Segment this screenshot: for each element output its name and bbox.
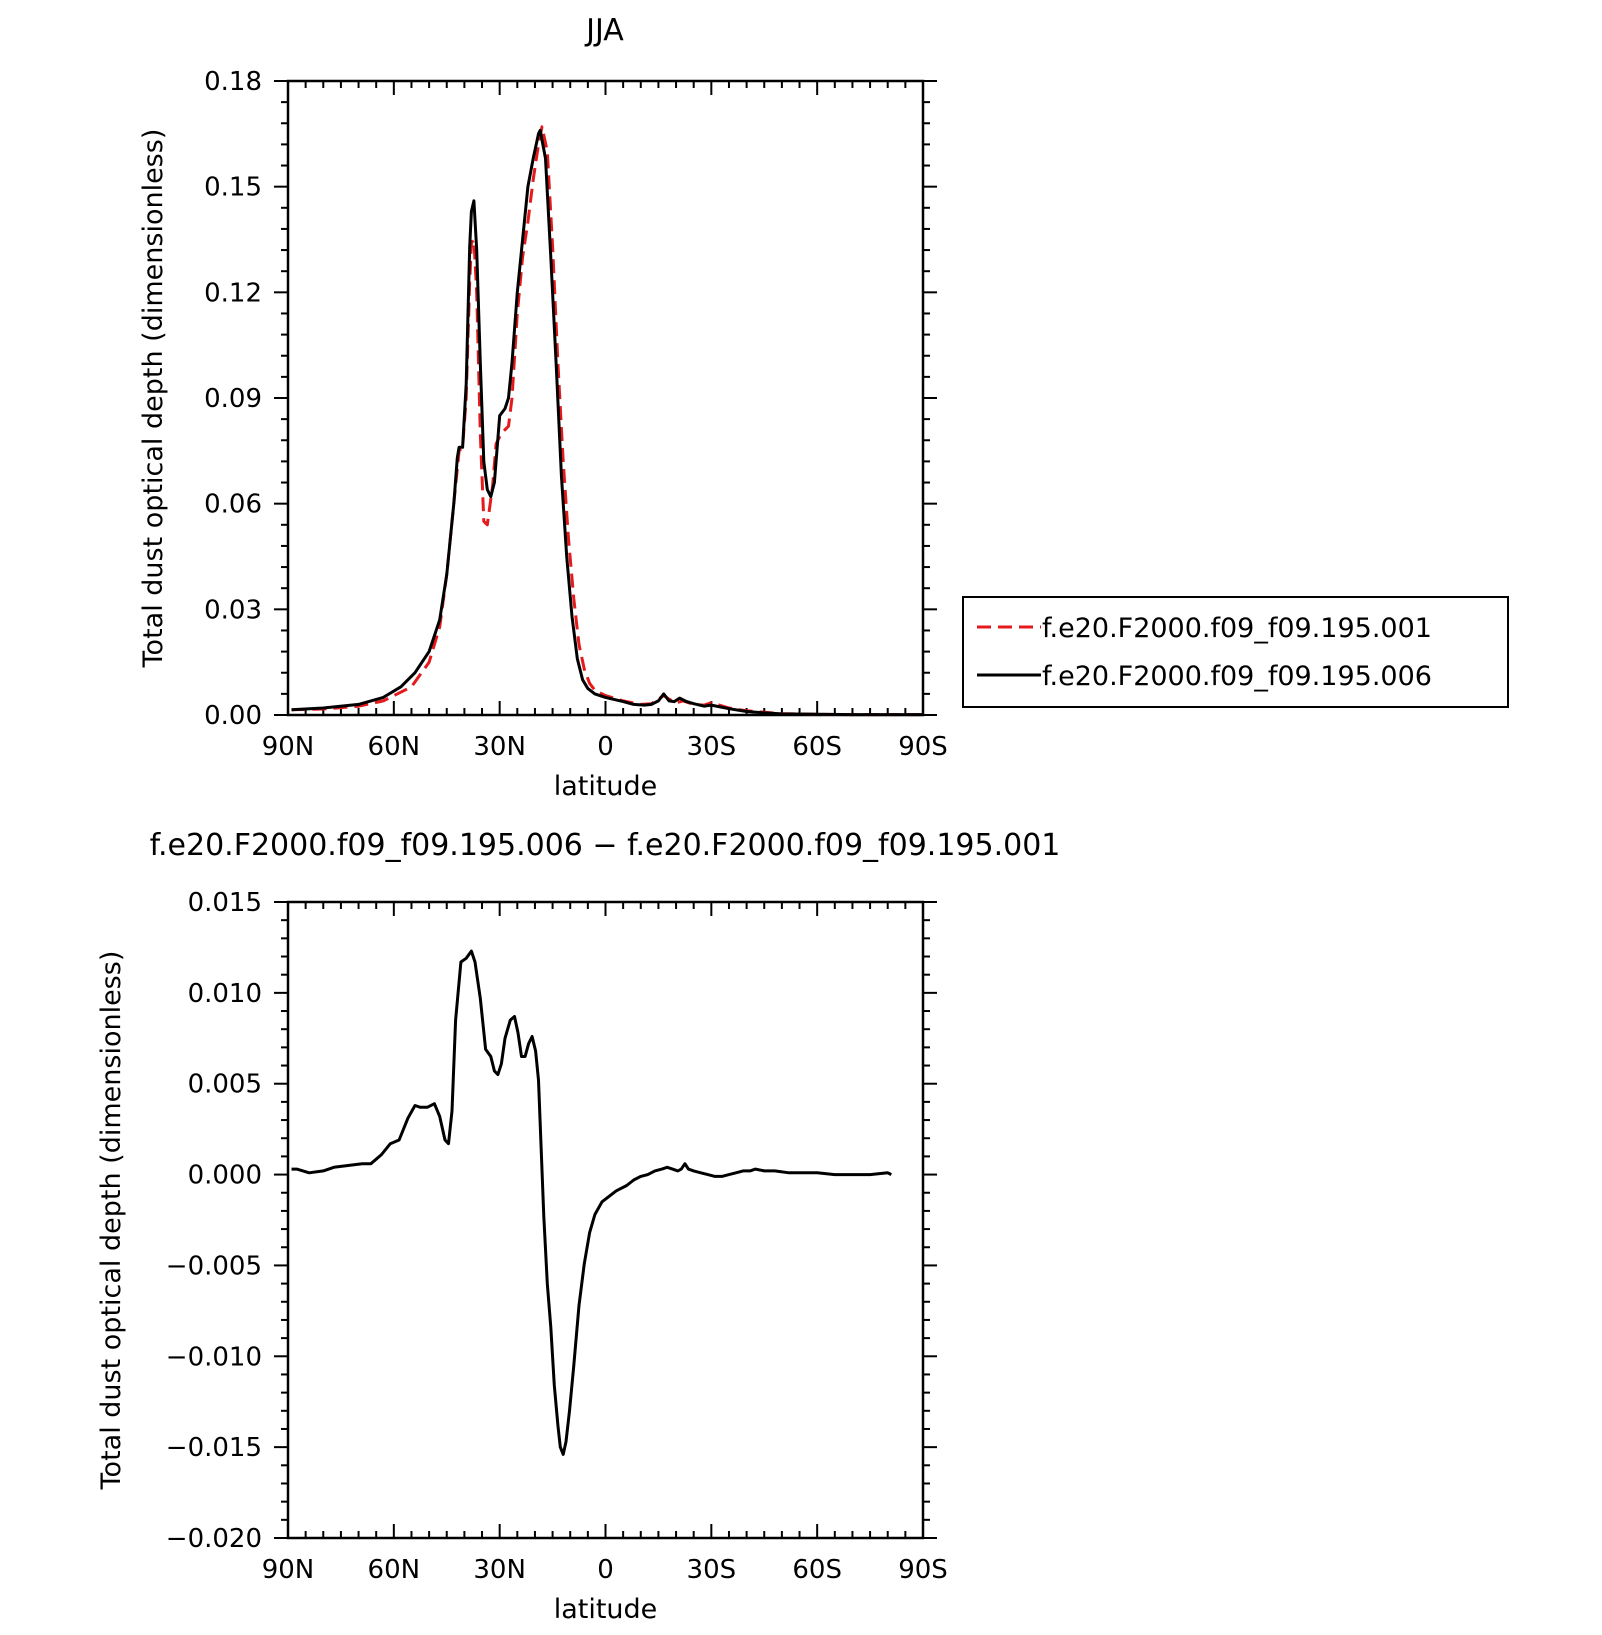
legend-box [962, 596, 1509, 708]
y-tick-label: 0.06 [204, 490, 262, 520]
y-tick-label: 0.010 [188, 979, 262, 1009]
x-tick-label: 60S [792, 732, 842, 762]
y-tick-label: −0.010 [166, 1342, 262, 1372]
x-tick-label: 30S [687, 1555, 737, 1585]
y-tick-label: −0.015 [166, 1433, 262, 1463]
legend-label: f.e20.F2000.f09_f09.195.006 [1042, 661, 1432, 692]
series-line [291, 128, 923, 717]
x-tick-label: 90S [898, 1555, 948, 1585]
plot-frame [286, 900, 925, 1540]
x-tick-label: 90N [262, 732, 315, 762]
x-tick-label: 60N [368, 1555, 421, 1585]
x-tick-label: 90S [898, 732, 948, 762]
x-tick-label: 0 [597, 732, 614, 762]
series-line [291, 125, 923, 717]
panel-top: JJA 90N 60N 30N 0 30S 60S 90S 0.00 0.03 0.06 0.09 0.… [138, 13, 1509, 802]
x-tick-label: 90N [262, 1555, 315, 1585]
y-tick-label: 0.03 [204, 595, 262, 625]
panel-bottom: f.e20.F2000.f09_f09.195.006 − f.e20.F200… [96, 828, 1060, 1625]
y-tick-label: 0.00 [204, 701, 262, 731]
x-tick-label: 60S [792, 1555, 842, 1585]
x-axis-label: latitude [554, 771, 658, 802]
x-tick-label: 30S [687, 732, 737, 762]
y-tick-label: −0.020 [166, 1524, 262, 1554]
plot-frame [286, 79, 925, 717]
x-tick-label: 30N [473, 732, 526, 762]
y-tick-label: 0.005 [188, 1070, 262, 1100]
x-tick-label: 60N [368, 732, 421, 762]
y-axis-label: Total dust optical depth (dimensionless) [138, 129, 169, 669]
y-tick-label: 0.09 [204, 384, 262, 414]
chart-title: JJA [584, 13, 624, 48]
chart-title: f.e20.F2000.f09_f09.195.006 − f.e20.F200… [150, 828, 1061, 863]
y-tick-label: 0.12 [204, 278, 262, 308]
series-line [291, 949, 892, 1456]
y-tick-label: 0.000 [188, 1161, 262, 1191]
y-tick-label: 0.15 [204, 173, 262, 203]
x-tick-label: 0 [597, 1555, 614, 1585]
y-tick-label: −0.005 [166, 1251, 262, 1281]
x-axis-label: latitude [554, 1594, 658, 1625]
x-tick-label: 30N [473, 1555, 526, 1585]
legend-label: f.e20.F2000.f09_f09.195.001 [1042, 613, 1432, 644]
y-tick-label: 0.015 [188, 888, 262, 918]
y-tick-label: 0.18 [204, 67, 262, 97]
y-axis-label: Total dust optical depth (dimensionless) [96, 951, 127, 1491]
